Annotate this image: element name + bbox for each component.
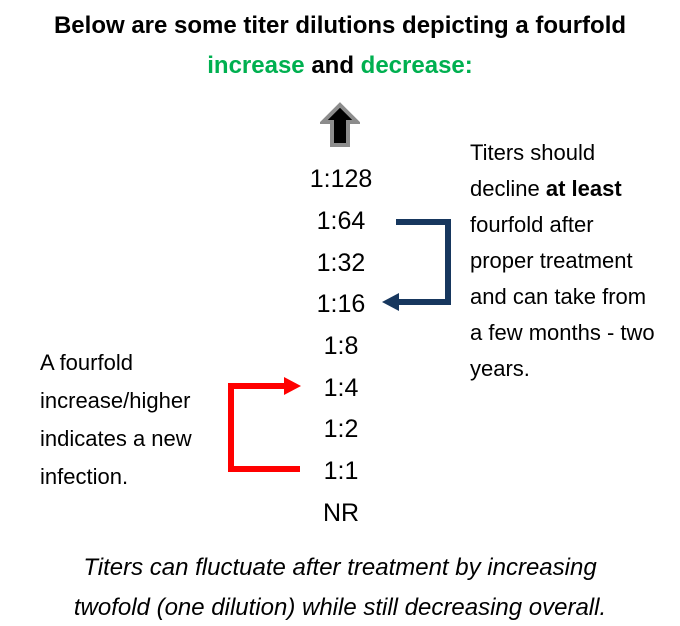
dilution-label-1-1: 1:1 xyxy=(323,457,359,486)
dilution-label-1-2: 1:2 xyxy=(323,415,359,444)
fluctuation-caption-line-2: twofold (one dilution) while still decre… xyxy=(73,594,607,621)
figure-title-line-2: increase and decrease: xyxy=(0,50,680,82)
decrease-note-line-5: and can take from xyxy=(470,284,647,309)
decrease-note-line-6: a few months - two xyxy=(470,320,655,345)
decrease-note-line-7: years. xyxy=(470,356,530,381)
title-word-decrease: decrease: xyxy=(360,52,473,79)
decrease-note-line-2-prefix: decline xyxy=(470,176,546,201)
decrease-note-line-2: decline at least xyxy=(470,171,655,207)
decrease-note-line-1: Titers should xyxy=(470,140,596,165)
up-block-arrow-shape xyxy=(320,102,360,147)
decrease-note-line-2-bold: at least xyxy=(545,176,622,201)
dilution-label-1-4: 1:4 xyxy=(323,373,359,402)
dilution-label-1-8: 1:8 xyxy=(323,332,359,361)
dilution-label-1-16: 1:16 xyxy=(316,290,366,319)
dilution-label-1-128: 1:128 xyxy=(309,165,373,194)
increase-note-line-4: infection. xyxy=(40,464,129,489)
increase-note: A fourfold increase/higher indicates a n… xyxy=(40,344,192,496)
increase-note-line-2: increase/higher xyxy=(40,388,191,413)
dilution-label-1-64: 1:64 xyxy=(316,207,366,236)
decrease-note-line-3: fourfold after xyxy=(470,212,594,237)
dilution-scale: 1:128 1:64 1:32 1:16 1:8 1:4 1:2 1:1 NR xyxy=(271,159,411,534)
decrease-note-line-4: proper treatment xyxy=(470,248,633,273)
fluctuation-caption: Titers can fluctuate after treatment by … xyxy=(0,548,680,626)
increase-note-line-3: indicates a new xyxy=(40,426,192,451)
title-word-increase: increase xyxy=(207,52,305,79)
dilution-label-1-32: 1:32 xyxy=(316,248,366,277)
decrease-note: Titers should decline at least fourfold … xyxy=(470,135,655,387)
up-block-arrow-icon xyxy=(320,102,360,147)
dilution-label-nr: NR xyxy=(322,498,360,527)
fluctuation-caption-line-1: Titers can fluctuate after treatment by … xyxy=(83,554,597,581)
title-word-and: and xyxy=(304,52,361,79)
increase-note-line-1: A fourfold xyxy=(40,350,133,375)
figure-title-line-1: Below are some titer dilutions depicting… xyxy=(53,12,627,39)
